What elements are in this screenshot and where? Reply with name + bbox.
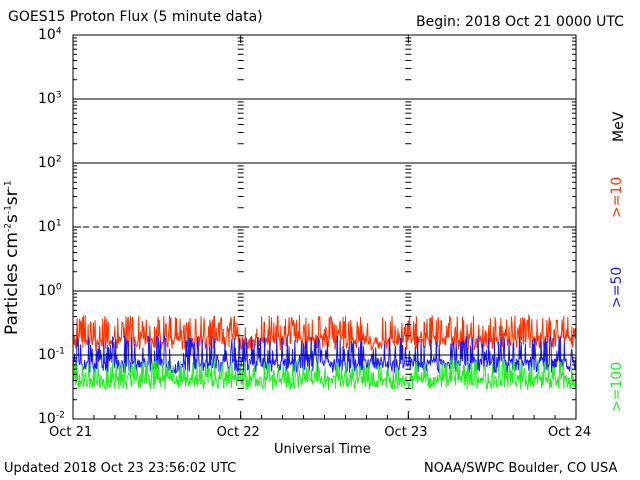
y-tick-base: 10 <box>38 219 56 235</box>
y-tick-label: 10-1 <box>38 346 65 363</box>
y-tick-base: 10 <box>38 91 56 107</box>
y-tick-exp: 2 <box>55 154 62 165</box>
y-tick-label: 101 <box>38 218 62 235</box>
legend-p10: >=10 <box>609 176 625 218</box>
y-axis-label-exp-1: -2 <box>3 223 14 233</box>
updated-time: Updated 2018 Oct 23 23:56:02 UTC <box>4 461 237 476</box>
y-axis-label-s: s <box>2 214 22 224</box>
y-axis-label-exp-3: -1 <box>3 180 14 190</box>
y-tick-label: 10-2 <box>38 410 65 427</box>
grid-layer <box>73 98 576 356</box>
data-series-layer <box>72 314 577 392</box>
y-axis-label-exp-2: -1 <box>3 205 14 215</box>
y-tick-exp: 1 <box>55 218 62 229</box>
series-line-2 <box>72 358 577 392</box>
y-axis-label: Particles cm-2s-1sr-1 <box>2 180 22 335</box>
y-tick-exp: -1 <box>55 346 65 357</box>
y-tick-label: 102 <box>38 154 62 171</box>
x-tick-label: Oct 22 <box>216 425 260 440</box>
y-tick-exp: 0 <box>55 282 62 293</box>
y-tick-base: 10 <box>38 411 56 427</box>
legend-unit-mev: MeV <box>611 111 627 142</box>
chart-title: GOES15 Proton Flux (5 minute data) <box>8 9 263 25</box>
source-credit: NOAA/SWPC Boulder, CO USA <box>424 461 618 476</box>
x-tick-label: Oct 23 <box>384 425 428 440</box>
y-tick-exp: 3 <box>55 90 62 101</box>
series-line-1 <box>72 335 577 375</box>
y-tick-label: 103 <box>38 90 62 107</box>
y-tick-base: 10 <box>38 155 56 171</box>
y-axis-label-text: Particles cm <box>2 232 22 335</box>
legend-p50: >=50 <box>609 266 625 308</box>
y-axis-label-sr: sr <box>2 189 22 206</box>
y-tick-exp: 4 <box>55 26 62 37</box>
y-tick-base: 10 <box>38 347 56 363</box>
x-axis-label: Universal Time <box>274 442 371 457</box>
x-tick-label: Oct 21 <box>49 425 93 440</box>
y-tick-label: 100 <box>38 282 62 299</box>
legend-p100: >=100 <box>609 361 625 412</box>
y-tick-label: 104 <box>38 26 62 43</box>
y-tick-base: 10 <box>38 27 56 43</box>
plot-frame <box>72 34 577 420</box>
begin-time: Begin: 2018 Oct 21 0000 UTC <box>416 14 624 30</box>
x-tick-label: Oct 24 <box>548 425 592 440</box>
y-tick-exp: -2 <box>55 410 65 421</box>
y-tick-base: 10 <box>38 283 56 299</box>
